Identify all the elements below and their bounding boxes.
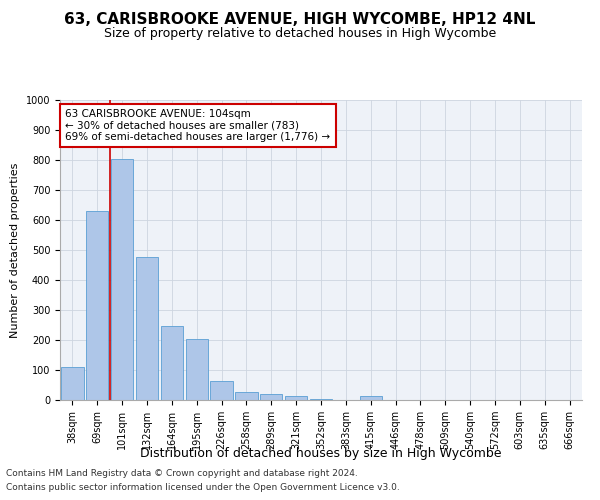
Text: Size of property relative to detached houses in High Wycombe: Size of property relative to detached ho… bbox=[104, 28, 496, 40]
Bar bbox=[86, 211, 109, 400]
Bar bbox=[310, 398, 332, 400]
Text: 63, CARISBROOKE AVENUE, HIGH WYCOMBE, HP12 4NL: 63, CARISBROOKE AVENUE, HIGH WYCOMBE, HP… bbox=[64, 12, 536, 28]
Text: 63 CARISBROOKE AVENUE: 104sqm
← 30% of detached houses are smaller (783)
69% of : 63 CARISBROOKE AVENUE: 104sqm ← 30% of d… bbox=[65, 109, 331, 142]
Bar bbox=[260, 394, 283, 400]
Bar bbox=[185, 338, 208, 400]
Y-axis label: Number of detached properties: Number of detached properties bbox=[10, 162, 20, 338]
Bar bbox=[136, 256, 158, 400]
Text: Contains public sector information licensed under the Open Government Licence v3: Contains public sector information licen… bbox=[6, 484, 400, 492]
Bar bbox=[161, 326, 183, 400]
Bar bbox=[61, 367, 83, 400]
Bar bbox=[359, 396, 382, 400]
Bar bbox=[285, 396, 307, 400]
Bar bbox=[111, 158, 133, 400]
Text: Contains HM Land Registry data © Crown copyright and database right 2024.: Contains HM Land Registry data © Crown c… bbox=[6, 468, 358, 477]
Bar bbox=[235, 392, 257, 400]
Bar bbox=[211, 380, 233, 400]
Text: Distribution of detached houses by size in High Wycombe: Distribution of detached houses by size … bbox=[140, 448, 502, 460]
